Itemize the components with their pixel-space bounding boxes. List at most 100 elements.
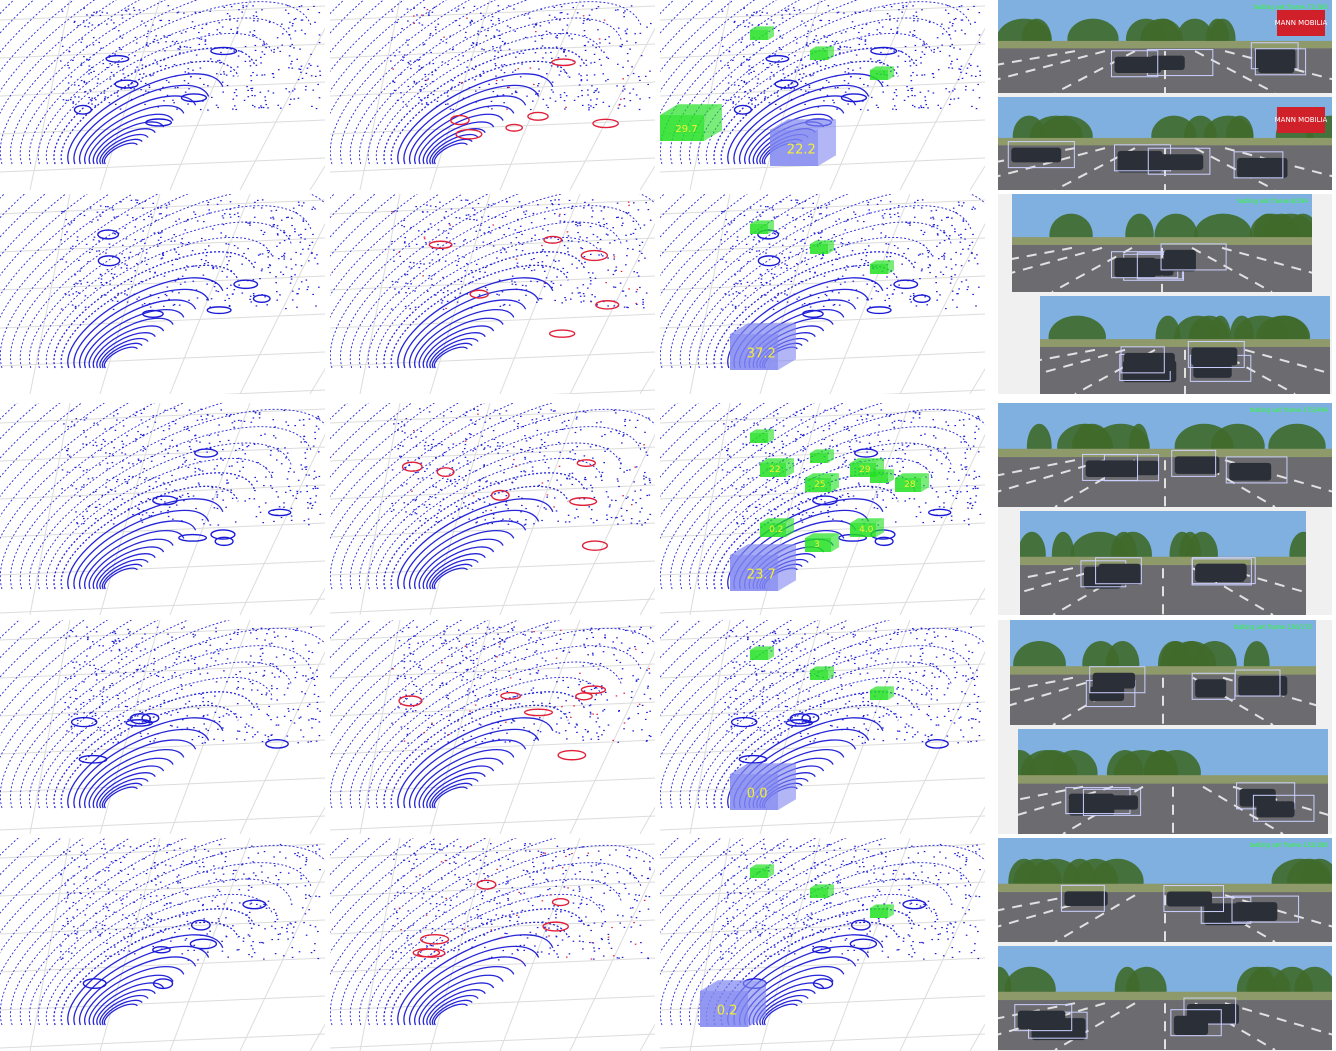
segmented-point-cloud-panel [330,0,655,190]
result-row: 0.0 testing set frame 130/173 [0,620,1336,834]
lidar-points [0,194,325,369]
segmented-point-cloud-panel [330,838,655,1051]
result-row: 37.2 testing set frame 8/194 [0,194,1336,394]
detection-box-blue: 0.2 [700,980,766,1027]
lidar-points [0,838,325,1026]
lidar-points [330,0,655,165]
camera-image-top: testing set frame 175/494 [998,403,1332,507]
camera-view-panel: testing set frame 8/194 [998,194,1332,394]
detection-box-green [810,46,834,60]
lidar-points [0,620,325,809]
detection-box-green: 29.7 [660,104,722,141]
detection-box-green: 4.0 [850,518,884,537]
frame-banner: testing set frame 130/173 [1234,624,1313,631]
raw-point-cloud-panel [0,838,325,1051]
box-label: 22.2 [787,142,816,157]
detection-box-green [750,646,774,660]
frame-banner: testing set frame 175/494 [1250,407,1329,414]
detection-box-green [750,220,774,234]
camera-view-panel: testing set frame 132/180 [998,838,1332,1051]
camera-image-top: testing set frame 8/194 [1012,194,1312,292]
detection-box-green: 28 [895,473,929,492]
result-row: 29.7 22.2 testing set frame 71/183 MANN MOB… [0,0,1336,190]
detection-box-green [810,449,834,463]
camera-view-panel: testing set frame 175/494 [998,403,1332,615]
box-label: 28 [904,480,916,490]
camera-image-bottom: MANN MOBILIA [998,97,1332,190]
detection-box-blue: 37.2 [730,323,796,370]
floor-grid [0,838,325,1051]
detection-box-green [870,686,894,700]
raw-point-cloud-panel [0,0,325,190]
camera-image-top: testing set frame 130/173 [1010,620,1316,725]
detection-box-green: 22 [760,458,794,477]
box-label: 29.7 [675,124,697,135]
lidar-points [330,403,655,590]
lidar-points [330,620,655,809]
floor-grid [330,620,655,834]
box-label: 3 [814,540,820,550]
detection-box-green [810,240,834,254]
sign-text: MANN MOBILIA [1275,19,1328,27]
camera-view-panel: testing set frame 130/173 [998,620,1332,834]
detection-point-cloud-panel: 37.2 [660,194,985,394]
detection-box-green [870,260,894,274]
raw-point-cloud-panel [0,403,325,615]
floor-grid [0,620,325,834]
box-label: 25 [814,480,825,490]
camera-image-bottom [1018,729,1328,834]
lidar-points [0,0,325,165]
detection-point-cloud-panel: 29.7 22.2 [660,0,985,190]
detection-box-green [810,666,834,680]
box-label: 37.2 [747,346,776,361]
raw-point-cloud-panel [0,620,325,834]
floor-grid [0,194,325,394]
raw-point-cloud-panel [0,194,325,394]
floor-grid [660,620,985,834]
lidar-points [330,194,655,369]
box-label: 22 [769,465,780,475]
segmented-point-cloud-panel [330,194,655,394]
detection-box-green: 3 [805,533,839,552]
camera-image-bottom [1040,296,1330,394]
detection-box-green: 25 [805,473,839,492]
box-label: 0.2 [769,525,783,535]
lidar-points [660,194,985,369]
detection-point-cloud-panel: 22 25 29 28 0.2 3 4.0 23.7 [660,403,985,615]
detection-box-green [750,864,774,878]
camera-view-panel: testing set frame 71/183 MANN MOBILIA MANN… [998,0,1332,190]
detection-box-blue: 22.2 [770,119,836,166]
floor-grid [330,0,655,190]
floor-grid [0,403,325,615]
result-row: 22 25 29 28 0.2 3 4.0 23.7 testing set frame 175… [0,403,1336,615]
floor-grid [0,0,325,190]
camera-image-bottom [1020,511,1306,615]
detection-box-green [870,66,894,80]
detection-box-green: 0.2 [760,518,794,537]
sign-text: MANN MOBILIA [1275,116,1328,124]
lidar-points [660,403,985,590]
camera-image-top: testing set frame 71/183 MANN MOBILIA [998,0,1332,93]
frame-banner: testing set frame 8/194 [1237,198,1308,205]
detection-point-cloud-panel: 0.2 [660,838,985,1051]
frame-banner: testing set frame 132/180 [1250,842,1329,849]
result-row: 0.2 testing set frame 132/180 [0,838,1336,1051]
floor-grid [330,403,655,615]
lidar-points [330,838,655,1026]
detection-box-blue: 0.0 [730,763,796,810]
detection-box-green [870,904,894,918]
segmented-point-cloud-panel [330,620,655,834]
lidar-points [0,403,325,590]
detection-point-cloud-panel: 0.0 [660,620,985,834]
box-label: 0.2 [717,1003,738,1018]
segmented-point-cloud-panel [330,403,655,615]
box-label: 0.0 [747,786,768,801]
detection-box-green [750,429,774,443]
camera-image-bottom [998,946,1332,1050]
camera-image-top: testing set frame 132/180 [998,838,1332,942]
floor-grid [330,838,655,1051]
detection-box-green [870,469,894,483]
frame-banner: testing set frame 71/183 [1253,4,1328,11]
box-label: 4.0 [859,525,874,535]
